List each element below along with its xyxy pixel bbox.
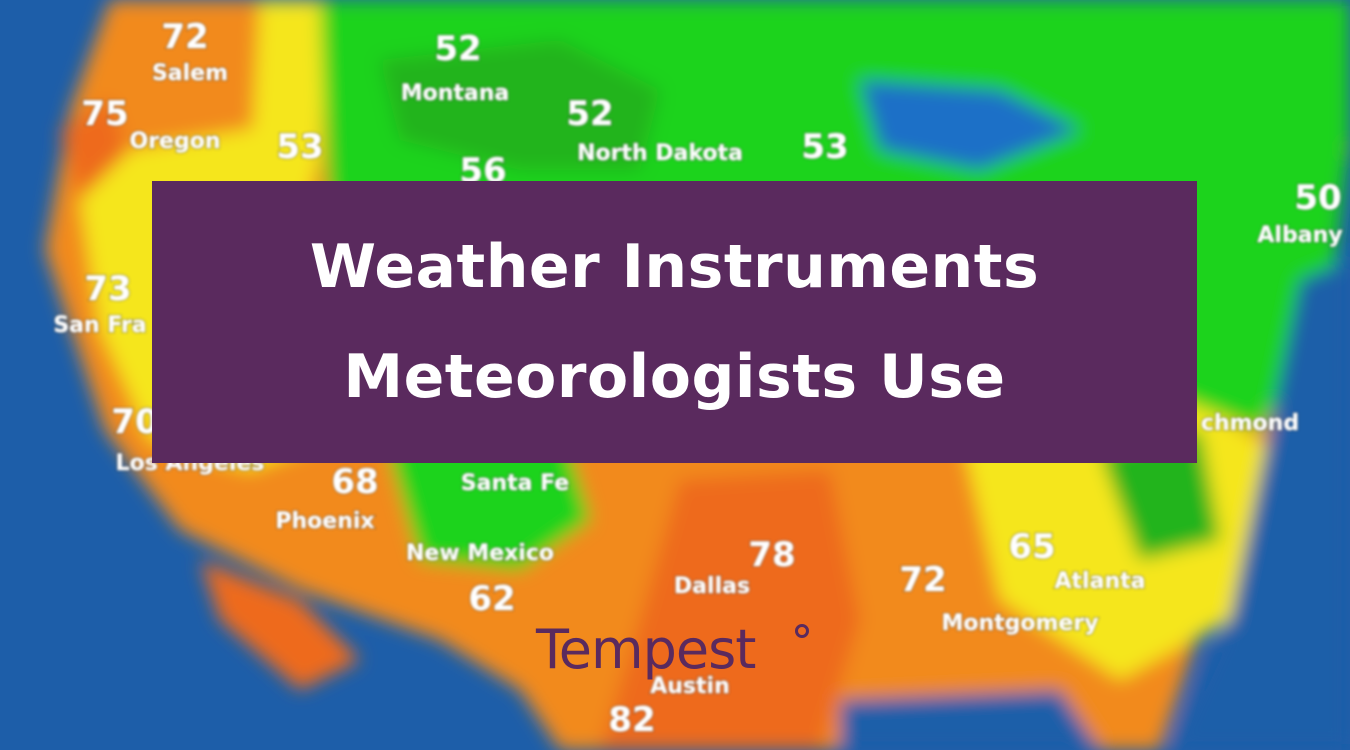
place-label: Dallas <box>674 574 750 599</box>
place-label: New Mexico <box>406 541 554 566</box>
place-label: Santa Fe <box>461 471 569 496</box>
title-line: Weather Instruments <box>309 232 1040 302</box>
title-banner: Weather Instruments Meteorologists Use <box>152 181 1197 463</box>
place-label: Montgomery <box>941 611 1098 636</box>
place-label: Oregon <box>130 129 221 154</box>
temperature-label: 53 <box>801 127 848 167</box>
logo-mark <box>795 624 809 638</box>
temperature-label: 72 <box>899 560 946 600</box>
place-label: North Dakota <box>577 141 743 166</box>
place-label: Phoenix <box>275 509 374 534</box>
temperature-label: 52 <box>566 94 613 134</box>
temperature-label: 72 <box>161 17 208 57</box>
logo: Tempest <box>536 618 756 681</box>
temperature-label: 62 <box>468 579 515 619</box>
place-label: San Fra <box>53 313 146 338</box>
temperature-label: 73 <box>84 269 131 309</box>
temperature-label: 50 <box>1294 178 1341 218</box>
temperature-label: 78 <box>748 535 795 575</box>
temperature-label: 82 <box>608 700 655 740</box>
place-label: Atlanta <box>1055 569 1146 594</box>
temperature-label: 52 <box>434 29 481 69</box>
place-label: Austin <box>650 674 730 699</box>
temperature-label: 75 <box>81 94 128 134</box>
place-label: Albany <box>1257 223 1342 248</box>
temperature-label: 70 <box>111 402 158 442</box>
temperature-label: 65 <box>1008 527 1055 567</box>
place-label: Salem <box>152 61 228 86</box>
place-label: Montana <box>401 81 510 106</box>
place-label: chmond <box>1201 411 1299 436</box>
title-line: Meteorologists Use <box>343 342 1006 412</box>
temperature-label: 68 <box>331 462 378 502</box>
temperature-label: 53 <box>276 127 323 167</box>
